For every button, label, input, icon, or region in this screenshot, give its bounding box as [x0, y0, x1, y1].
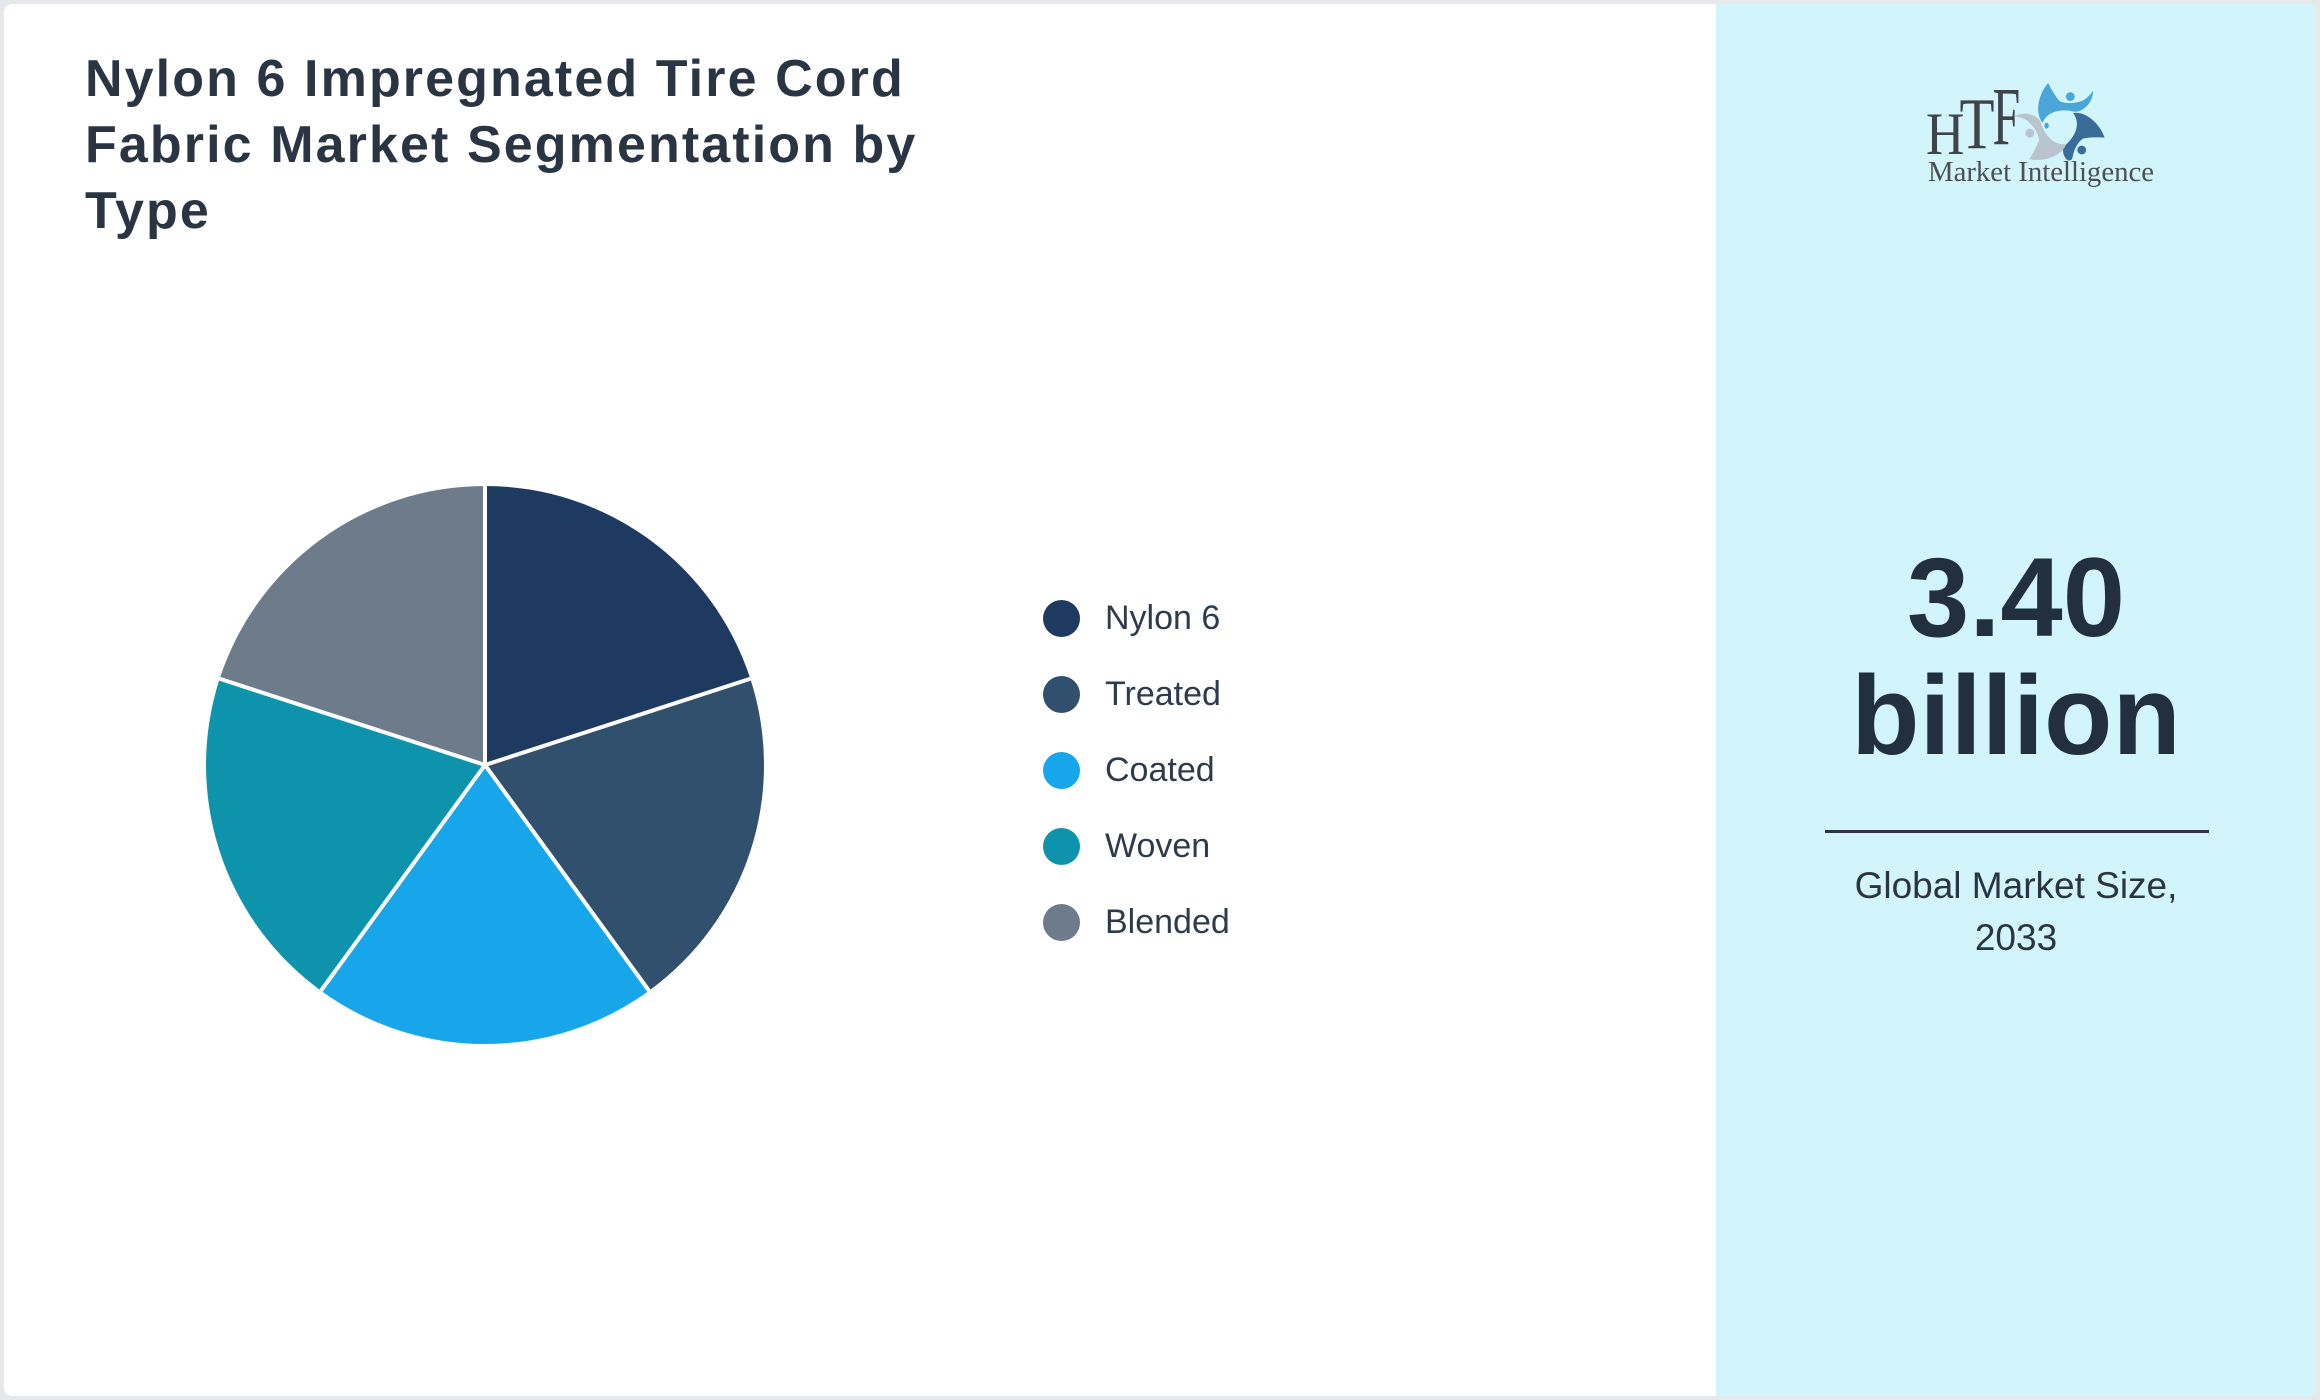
svg-text:Market Intelligence: Market Intelligence — [1928, 156, 2154, 188]
svg-text:T: T — [1960, 84, 1995, 165]
svg-text:H: H — [1926, 101, 1964, 168]
